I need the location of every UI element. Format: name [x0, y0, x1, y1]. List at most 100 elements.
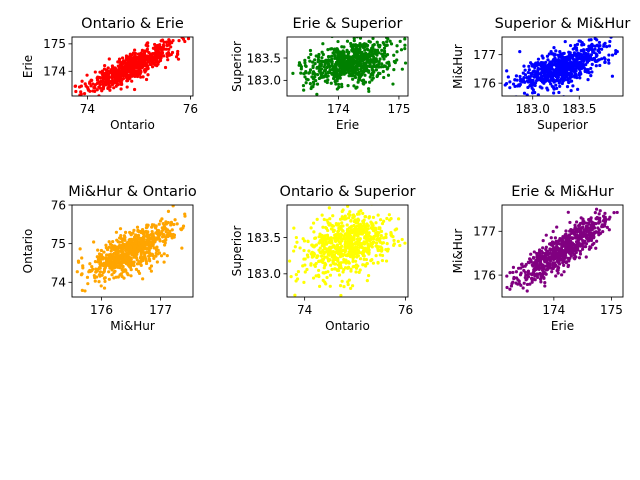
scatter-point [558, 237, 562, 241]
scatter-point [385, 43, 389, 47]
scatter-point [154, 251, 158, 255]
scatter-point [313, 72, 317, 76]
scatter-point [297, 61, 302, 65]
scatter-point [541, 251, 545, 255]
scatter-point [511, 82, 516, 86]
scatter-point [560, 273, 564, 277]
x-axis-label: Erie [551, 319, 574, 333]
scatter-point [368, 75, 372, 79]
scatter-point [567, 236, 571, 240]
scatter-point [120, 56, 125, 60]
scatter-point [572, 46, 577, 50]
scatter-point [114, 230, 119, 234]
scatter-point [136, 269, 141, 273]
scatter-point [350, 46, 354, 50]
scatter-point [166, 221, 170, 225]
scatter-point [147, 251, 152, 255]
scatter-point [367, 231, 371, 235]
scatter-point [322, 252, 326, 256]
scatter-point [569, 254, 573, 258]
scatter-point [566, 263, 571, 267]
scatter-point [351, 259, 355, 263]
scatter-point [135, 237, 139, 241]
scatter-point [533, 83, 537, 88]
scatter-point [346, 282, 350, 287]
scatter-point [93, 260, 98, 264]
scatter-point [350, 246, 355, 251]
scatter-point [119, 75, 123, 79]
scatter-point [577, 256, 582, 260]
scatter-point [342, 285, 346, 289]
scatter-point [324, 58, 328, 62]
plot-frame [501, 204, 624, 298]
scatter-point [347, 74, 351, 78]
scatter-point [400, 237, 404, 242]
scatter-point [575, 48, 579, 52]
scatter-point [594, 207, 599, 211]
scatter-point [550, 78, 554, 83]
scatter-point [152, 256, 156, 261]
scatter-point [549, 70, 553, 74]
chart-panel-5: Ontario & Superior 74 76 183.0 183.5 Ontario S… [230, 184, 415, 333]
scatter-point [561, 261, 565, 265]
scatter-point [295, 277, 300, 281]
scatter-point [167, 47, 171, 51]
scatter-point [339, 249, 344, 254]
scatter-point [301, 264, 305, 268]
scatter-point [122, 69, 126, 73]
scatter-point [341, 49, 345, 53]
scatter-point [577, 73, 582, 77]
scatter-point [148, 266, 152, 270]
scatter-point [91, 89, 95, 93]
scatter-point [564, 261, 568, 265]
scatter-point [318, 284, 322, 288]
scatter-point [329, 81, 333, 85]
scatter-point [529, 272, 533, 276]
scatter-point [349, 241, 354, 245]
scatter-point [349, 65, 353, 70]
scatter-point [352, 264, 356, 269]
scatter-point [95, 269, 99, 273]
scatter-point [528, 257, 532, 261]
scatter-point [525, 93, 529, 96]
scatter-point [157, 235, 161, 239]
scatter-point [316, 254, 320, 258]
scatter-point [320, 257, 324, 262]
scatter-point [102, 269, 106, 273]
scatter-point [354, 259, 358, 263]
scatter-point [140, 228, 145, 232]
scatter-point [351, 213, 356, 217]
scatter-point [362, 222, 366, 226]
scatter-point [330, 57, 334, 61]
scatter-point [512, 277, 516, 281]
chart-title: Mi&Hur & Ontario [68, 184, 197, 200]
scatter-point [80, 288, 84, 292]
scatter-point [130, 263, 134, 267]
scatter-point [186, 37, 191, 41]
scatter-point [605, 225, 609, 229]
scatter-point [552, 45, 556, 50]
scatter-point [374, 221, 378, 225]
scatter-point [329, 71, 334, 75]
y-tick-label: 177 [473, 225, 496, 239]
scatter-point [552, 87, 556, 91]
scatter-point [358, 37, 363, 40]
scatter-point [144, 230, 148, 234]
scatter-point [127, 252, 131, 256]
scatter-point [337, 74, 342, 78]
scatter-point [344, 63, 348, 67]
y-axis-label: Ontario [21, 229, 35, 274]
scatter-point [562, 76, 567, 80]
scatter-point [506, 75, 510, 79]
scatter-point [367, 216, 371, 220]
scatter-point [376, 73, 380, 78]
scatter-point [363, 249, 367, 253]
scatter-point [546, 266, 550, 271]
scatter-point [380, 248, 384, 252]
scatter-point [514, 281, 518, 285]
scatter-point [140, 48, 144, 52]
scatter-point [134, 253, 138, 257]
scatter-point [164, 238, 168, 242]
scatter-point [134, 267, 139, 271]
scatter-point [590, 42, 594, 46]
